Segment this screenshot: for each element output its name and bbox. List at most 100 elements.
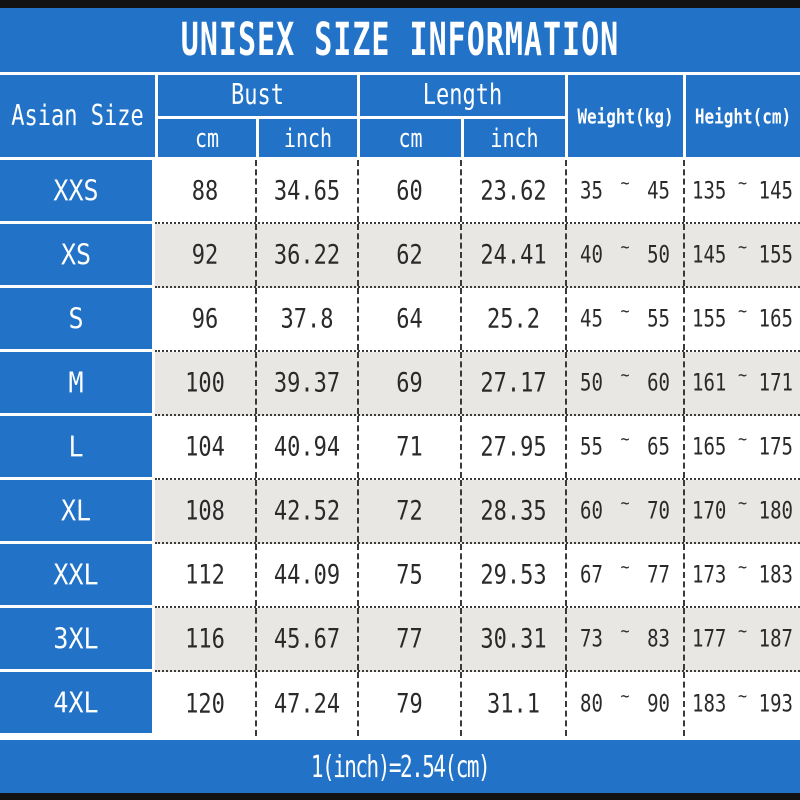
length-inch-cell: 27.17 [460,352,565,414]
size-label-cell: 3XL [0,608,155,672]
bust-inch-cell: 42.52 [255,480,357,542]
height-min: 170 [692,497,727,525]
row-data: 92 36.22 62 24.41 40 ~ 50 145 ~ 155 [155,224,800,288]
table-header: Asian Size Bust cm inch Length cm [0,75,800,157]
size-label: XXL [53,557,99,592]
tilde-separator: ~ [620,365,630,385]
length-cm-cell: 72 [357,480,460,542]
weight-max: 83 [647,625,670,653]
header-bust-cm-label: cm [194,122,220,154]
weight-min: 45 [580,305,603,333]
bust-inch-cell: 40.94 [255,416,357,478]
top-black-bar [0,0,800,8]
weight-max: 70 [647,497,670,525]
bust-inch-cell: 45.67 [255,608,357,670]
separator-line [0,72,800,75]
tilde-separator: ~ [620,621,630,641]
bust-cm-cell: 100 [185,368,225,398]
height-max: 193 [758,690,793,718]
height-min: 183 [692,690,727,718]
weight-max: 45 [647,177,670,205]
header-bust-units: cm inch [158,119,357,157]
tilde-separator: ~ [737,237,748,257]
header-bust-group: Bust cm inch [155,75,357,157]
header-height: Height(cm) [683,75,800,157]
tilde-separator: ~ [737,621,748,641]
weight-min: 35 [580,177,603,205]
weight-max: 77 [647,561,670,589]
length-cm-cell: 75 [357,544,460,606]
height-min: 155 [692,305,727,333]
weight-max: 65 [647,433,670,461]
height-min: 165 [692,433,727,461]
weight-range-cell: 73 ~ 83 [565,608,683,670]
weight-min: 55 [580,433,603,461]
height-range-cell: 155 ~ 165 [683,288,800,350]
tilde-separator: ~ [737,686,748,706]
size-label-cell: 4XL [0,672,155,736]
bust-cm-cell: 112 [185,560,225,590]
size-label-cell: XXS [0,160,155,224]
header-length-cm: cm [360,119,461,157]
bust-cm-cell: 108 [185,496,225,526]
bust-cm-cell: 92 [191,240,219,270]
height-range-cell: 145 ~ 155 [683,224,800,286]
bust-cm-cell: 96 [191,304,219,334]
weight-range-cell: 67 ~ 77 [565,544,683,606]
bust-inch-cell: 39.37 [255,352,357,414]
bust-inch-cell: 36.22 [255,224,357,286]
size-label-cell: XL [0,480,155,544]
header-length-label: Length [422,79,503,112]
height-max: 155 [758,241,793,269]
weight-range-cell: 40 ~ 50 [565,224,683,286]
row-data: 116 45.67 77 30.31 73 ~ 83 177 ~ 187 [155,608,800,672]
row-data: 120 47.24 79 31.1 80 ~ 90 183 ~ 193 [155,672,800,736]
footer-band: 1(inch)=2.54(cm) [0,740,800,793]
weight-range-cell: 60 ~ 70 [565,480,683,542]
length-cm-cell: 60 [357,160,460,222]
length-inch-cell: 23.62 [460,160,565,222]
row-data: 108 42.52 72 28.35 60 ~ 70 170 ~ 180 [155,480,800,544]
header-weight: Weight(kg) [565,75,683,157]
row-data: 96 37.8 64 25.2 45 ~ 55 155 ~ 165 [155,288,800,352]
tilde-separator: ~ [620,493,630,513]
weight-range-cell: 80 ~ 90 [565,672,683,736]
table-row: S 96 37.8 64 25.2 45 ~ 55 155 ~ 165 [0,288,800,352]
size-label: XXS [53,173,99,208]
size-label: S [68,301,84,336]
length-inch-cell: 24.41 [460,224,565,286]
size-label-cell: S [0,288,155,352]
table-row: XXL 112 44.09 75 29.53 67 ~ 77 173 ~ 183 [0,544,800,608]
height-max: 180 [758,497,793,525]
tilde-separator: ~ [737,429,748,449]
size-label: XL [60,493,92,528]
length-inch-cell: 29.53 [460,544,565,606]
size-label: L [68,429,84,464]
length-inch-cell: 31.1 [460,672,565,736]
header-asian-size: Asian Size [0,75,155,157]
header-length: Length [360,75,565,119]
length-inch-cell: 25.2 [460,288,565,350]
table-row: XS 92 36.22 62 24.41 40 ~ 50 145 ~ 155 [0,224,800,288]
height-range-cell: 173 ~ 183 [683,544,800,606]
height-max: 171 [758,369,793,397]
tilde-separator: ~ [737,173,748,193]
size-label: 3XL [53,621,99,656]
length-cm-cell: 79 [357,672,460,736]
bust-inch-cell: 47.24 [255,672,357,736]
header-weight-label: Weight(kg) [577,104,674,128]
table-row: XXS 88 34.65 60 23.62 35 ~ 45 135 ~ 145 [0,160,800,224]
length-cm-cell: 69 [357,352,460,414]
weight-min: 50 [580,369,603,397]
weight-min: 67 [580,561,603,589]
bust-inch-cell: 44.09 [255,544,357,606]
height-range-cell: 170 ~ 180 [683,480,800,542]
tilde-separator: ~ [737,365,748,385]
tilde-separator: ~ [737,557,748,577]
row-data: 100 39.37 69 27.17 50 ~ 60 161 ~ 171 [155,352,800,416]
separator-line [0,736,800,740]
height-max: 183 [758,561,793,589]
header-asian-size-label: Asian Size [11,99,144,133]
bust-inch-cell: 34.65 [255,160,357,222]
